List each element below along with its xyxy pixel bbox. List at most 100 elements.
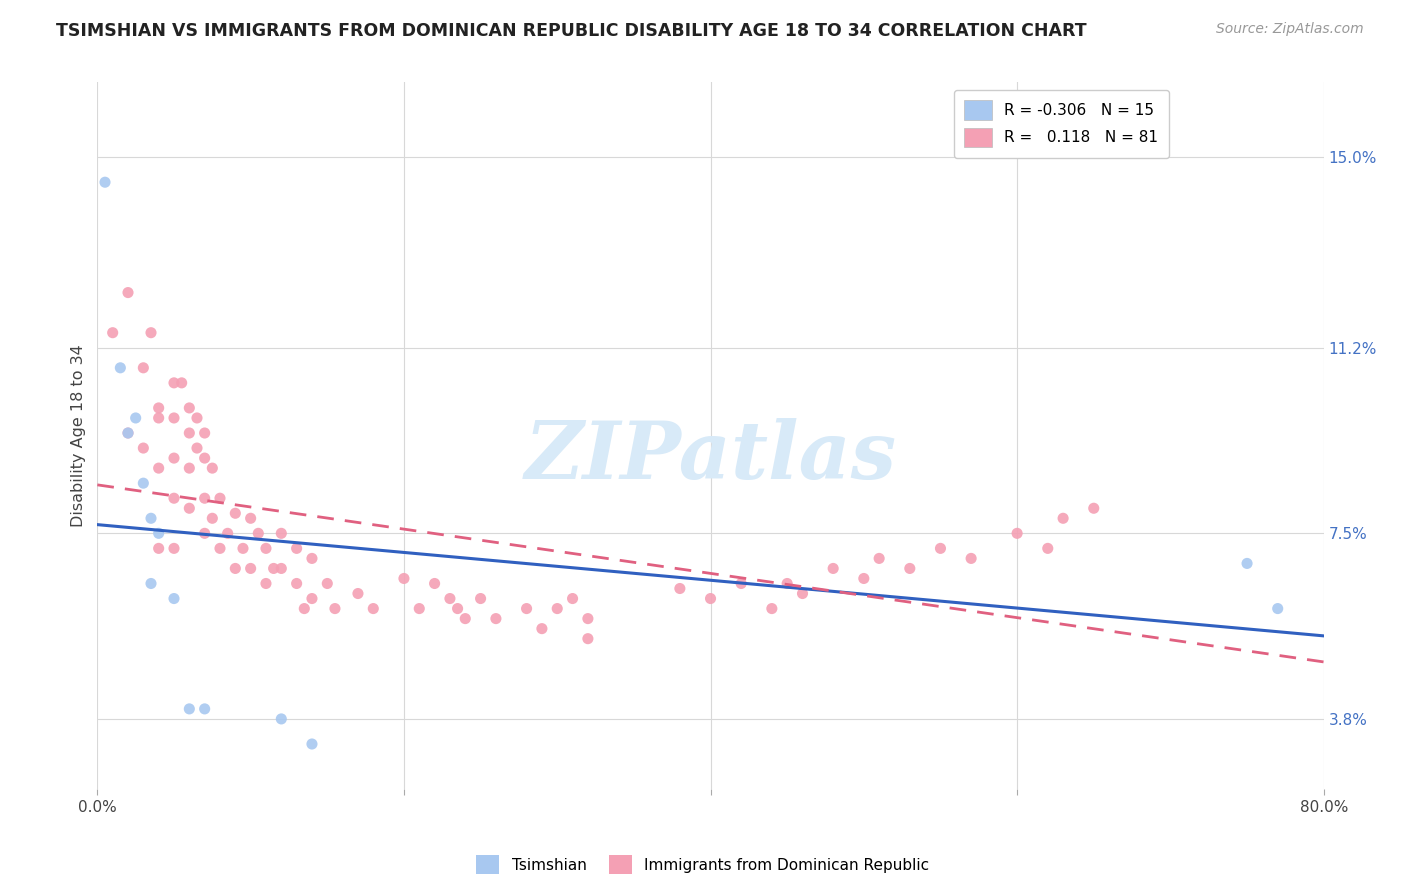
Point xyxy=(179,501,201,516)
Point xyxy=(347,586,370,600)
Point xyxy=(730,576,752,591)
Point xyxy=(201,511,224,525)
Point xyxy=(163,541,186,556)
Point xyxy=(139,511,162,525)
Point xyxy=(301,591,323,606)
Text: ZIPatlas: ZIPatlas xyxy=(524,418,897,495)
Legend: Tsimshian, Immigrants from Dominican Republic: Tsimshian, Immigrants from Dominican Rep… xyxy=(470,849,936,880)
Point xyxy=(148,526,170,541)
Point xyxy=(132,441,155,455)
Point xyxy=(285,576,308,591)
Point xyxy=(392,572,415,586)
Point xyxy=(132,360,155,375)
Point xyxy=(470,591,492,606)
Point xyxy=(239,511,262,525)
Point xyxy=(823,561,845,575)
Point xyxy=(94,175,117,189)
Point xyxy=(323,601,346,615)
Point xyxy=(179,702,201,716)
Point xyxy=(194,526,217,541)
Point xyxy=(761,601,783,615)
Point xyxy=(148,461,170,475)
Point xyxy=(423,576,446,591)
Point xyxy=(117,285,139,300)
Point xyxy=(194,425,217,440)
Point xyxy=(208,541,231,556)
Legend: R = -0.306   N = 15, R =   0.118   N = 81: R = -0.306 N = 15, R = 0.118 N = 81 xyxy=(953,89,1168,158)
Point xyxy=(361,601,384,615)
Point xyxy=(110,360,132,375)
Point xyxy=(148,541,170,556)
Point xyxy=(270,561,292,575)
Y-axis label: Disability Age 18 to 34: Disability Age 18 to 34 xyxy=(72,344,86,527)
Point xyxy=(868,551,890,566)
Point xyxy=(217,526,239,541)
Point xyxy=(1005,526,1028,541)
Point xyxy=(239,561,262,575)
Point xyxy=(1267,601,1289,615)
Point xyxy=(194,451,217,466)
Point xyxy=(485,612,508,626)
Point xyxy=(960,551,983,566)
Point xyxy=(163,376,186,390)
Point xyxy=(148,401,170,415)
Point xyxy=(170,376,193,390)
Point xyxy=(194,702,217,716)
Point xyxy=(898,561,921,575)
Point xyxy=(179,425,201,440)
Point xyxy=(232,541,254,556)
Point xyxy=(208,491,231,506)
Point xyxy=(224,506,246,520)
Point xyxy=(101,326,124,340)
Text: TSIMSHIAN VS IMMIGRANTS FROM DOMINICAN REPUBLIC DISABILITY AGE 18 TO 34 CORRELAT: TSIMSHIAN VS IMMIGRANTS FROM DOMINICAN R… xyxy=(56,22,1087,40)
Point xyxy=(446,601,468,615)
Point xyxy=(1052,511,1074,525)
Point xyxy=(247,526,270,541)
Point xyxy=(561,591,583,606)
Point xyxy=(270,526,292,541)
Point xyxy=(699,591,721,606)
Point xyxy=(179,401,201,415)
Point xyxy=(117,425,139,440)
Point xyxy=(117,425,139,440)
Point xyxy=(139,326,162,340)
Point xyxy=(292,601,315,615)
Point xyxy=(301,551,323,566)
Point xyxy=(929,541,952,556)
Point xyxy=(163,411,186,425)
Point xyxy=(316,576,339,591)
Point xyxy=(792,586,814,600)
Point xyxy=(776,576,799,591)
Point xyxy=(301,737,323,751)
Point xyxy=(254,541,277,556)
Point xyxy=(124,411,146,425)
Point xyxy=(163,591,186,606)
Point xyxy=(263,561,285,575)
Point xyxy=(516,601,538,615)
Point xyxy=(576,612,599,626)
Point xyxy=(254,576,277,591)
Point xyxy=(148,411,170,425)
Point xyxy=(439,591,461,606)
Point xyxy=(224,561,246,575)
Point xyxy=(852,572,875,586)
Point xyxy=(132,476,155,491)
Point xyxy=(530,622,553,636)
Point xyxy=(1036,541,1059,556)
Point xyxy=(669,582,692,596)
Text: Source: ZipAtlas.com: Source: ZipAtlas.com xyxy=(1216,22,1364,37)
Point xyxy=(186,441,208,455)
Point xyxy=(139,576,162,591)
Point xyxy=(576,632,599,646)
Point xyxy=(1083,501,1105,516)
Point xyxy=(546,601,568,615)
Point xyxy=(1236,557,1258,571)
Point xyxy=(163,491,186,506)
Point xyxy=(179,461,201,475)
Point xyxy=(186,411,208,425)
Point xyxy=(270,712,292,726)
Point xyxy=(163,451,186,466)
Point xyxy=(408,601,430,615)
Point xyxy=(454,612,477,626)
Point xyxy=(194,491,217,506)
